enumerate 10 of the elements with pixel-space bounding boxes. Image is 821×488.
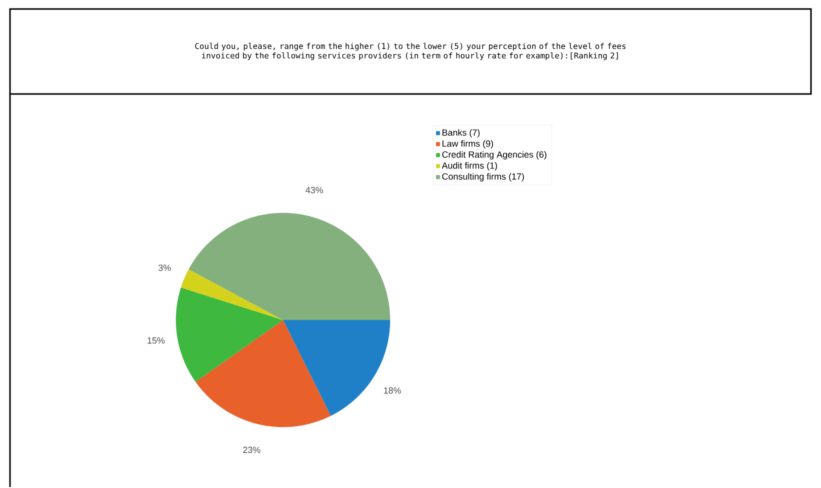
data-label: 18% bbox=[384, 387, 401, 394]
legend-label: Banks (7) bbox=[442, 129, 480, 138]
legend-label: Credit Rating Agencies (6) bbox=[442, 151, 546, 160]
data-label: 43% bbox=[306, 187, 324, 194]
data-label: 3% bbox=[158, 264, 171, 272]
legend-label: Law firms (9) bbox=[442, 140, 494, 149]
legend-label: Audit firms (1) bbox=[442, 162, 498, 171]
data-label: 15% bbox=[148, 338, 165, 344]
data-label: 23% bbox=[243, 446, 260, 454]
legend-label: Consulting firms (17) bbox=[442, 173, 524, 182]
